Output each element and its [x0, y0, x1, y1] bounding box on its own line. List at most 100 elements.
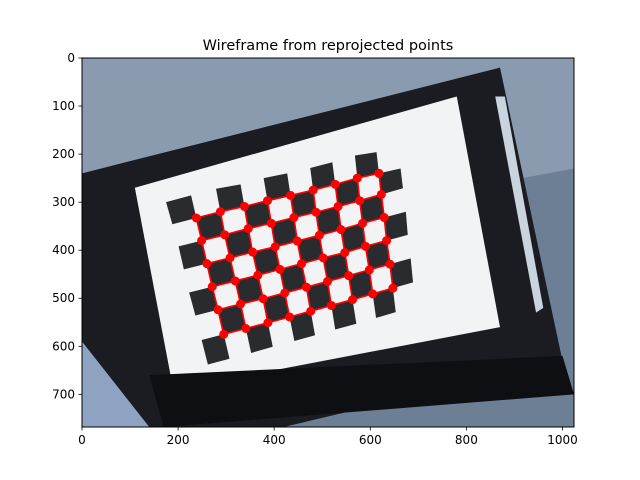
reprojected-point — [253, 270, 263, 280]
reprojected-point — [220, 230, 230, 240]
reprojected-point — [286, 190, 296, 200]
reprojected-point — [241, 324, 251, 334]
plot-area — [82, 58, 574, 427]
reprojected-point — [344, 271, 354, 281]
x-tick-label: 800 — [455, 433, 478, 447]
reprojected-point — [308, 185, 318, 195]
photo-checker-square — [244, 200, 272, 229]
photo-checker-square — [323, 252, 349, 282]
reprojected-point — [330, 179, 340, 189]
photo-checker-square — [263, 292, 290, 323]
photo-checker-square — [365, 240, 390, 270]
reprojected-point — [197, 236, 207, 246]
y-tick-label: 400 — [52, 243, 75, 257]
photo-laptop-base — [149, 355, 574, 427]
reprojected-point — [207, 282, 217, 292]
photo-checker-square — [348, 269, 373, 300]
reprojected-point — [202, 259, 212, 269]
reprojected-point — [248, 247, 258, 257]
x-tick-label: 200 — [167, 433, 190, 447]
photo-checker-square — [235, 275, 264, 304]
photo-checker-square — [306, 281, 332, 312]
photo-checker-square — [335, 178, 360, 207]
photo-checker-square — [216, 184, 245, 212]
photo-checker-square — [290, 190, 316, 218]
x-tick-label: 400 — [263, 433, 286, 447]
reprojected-point — [352, 173, 362, 183]
reprojected-point — [266, 218, 276, 228]
y-tick-label: 100 — [52, 99, 75, 113]
reprojected-point — [219, 329, 229, 339]
reprojected-point — [243, 224, 253, 234]
photo-checker-square — [279, 263, 307, 293]
photo-checker-square — [217, 304, 246, 335]
photo-checker-square — [196, 211, 225, 241]
reprojected-point — [285, 312, 295, 322]
reprojected-point — [374, 168, 384, 178]
y-tick-label: 200 — [52, 147, 75, 161]
photo-checker-square — [289, 311, 316, 341]
reprojected-point — [388, 283, 398, 293]
reprojected-point — [368, 289, 378, 299]
reprojected-point — [326, 300, 336, 310]
reprojected-point — [297, 259, 307, 269]
reprojected-point — [225, 253, 235, 263]
photo-checker-square — [340, 223, 366, 253]
photo-checker-square — [378, 168, 403, 195]
y-tick-label: 300 — [52, 195, 75, 209]
axes-frame — [81, 57, 575, 428]
photo-checker-square — [359, 194, 385, 224]
reprojected-point — [314, 230, 324, 240]
reprojected-point — [385, 259, 395, 269]
photo-screen-edge — [495, 96, 544, 313]
reprojected-point — [230, 276, 240, 286]
photo-checker-square — [372, 288, 396, 318]
photo-checker-square — [189, 286, 218, 316]
background-photo — [82, 58, 574, 427]
reprojected-point — [355, 196, 365, 206]
reprojected-point — [215, 207, 225, 217]
reprojected-point — [292, 236, 302, 246]
photo-checker-square — [315, 206, 341, 236]
reprojected-point — [379, 213, 389, 223]
reprojected-point — [333, 201, 343, 211]
photo-checker-square — [178, 240, 207, 270]
photo-checker-square — [245, 322, 273, 354]
reprojected-point — [348, 295, 358, 305]
reprojected-point — [280, 288, 290, 298]
x-tick-label: 1000 — [547, 433, 578, 447]
reprojected-point — [323, 276, 333, 286]
photo-checker-square — [224, 228, 253, 258]
reprojected-point — [306, 306, 316, 316]
reprojected-point — [289, 213, 299, 223]
y-tick-label: 600 — [52, 339, 75, 353]
reprojected-point — [258, 294, 268, 304]
reprojected-point — [358, 218, 368, 228]
photo-checker-square — [384, 211, 408, 241]
reprojected-point — [275, 264, 285, 274]
photo-checker-square — [354, 152, 379, 179]
y-axis: 0 100 200 300 400 500 600 700 — [52, 51, 82, 401]
reprojected-point — [239, 201, 249, 211]
y-tick-label: 500 — [52, 291, 75, 305]
reprojected-point — [311, 207, 321, 217]
reprojected-point — [263, 318, 273, 328]
photo-checker-square — [201, 334, 230, 365]
x-axis: 0 200 400 600 800 1000 — [78, 427, 578, 447]
reprojected-point — [213, 305, 223, 315]
x-tick-label: 0 — [78, 433, 86, 447]
y-tick-label: 700 — [52, 387, 75, 401]
reprojected-point — [318, 253, 328, 263]
reprojected-points — [191, 168, 398, 339]
photo-checker-square — [331, 299, 357, 330]
y-tick-label: 0 — [67, 51, 75, 65]
photo-checker-square — [252, 246, 280, 276]
reprojected-point — [376, 189, 386, 199]
reprojected-point — [336, 225, 346, 235]
photo-checker-square — [271, 217, 298, 247]
photo-checker-square — [166, 195, 197, 225]
reprojected-point — [340, 248, 350, 258]
photo-checker-square — [389, 258, 414, 289]
photo-checker-square — [206, 257, 236, 287]
reprojected-point — [360, 241, 370, 251]
